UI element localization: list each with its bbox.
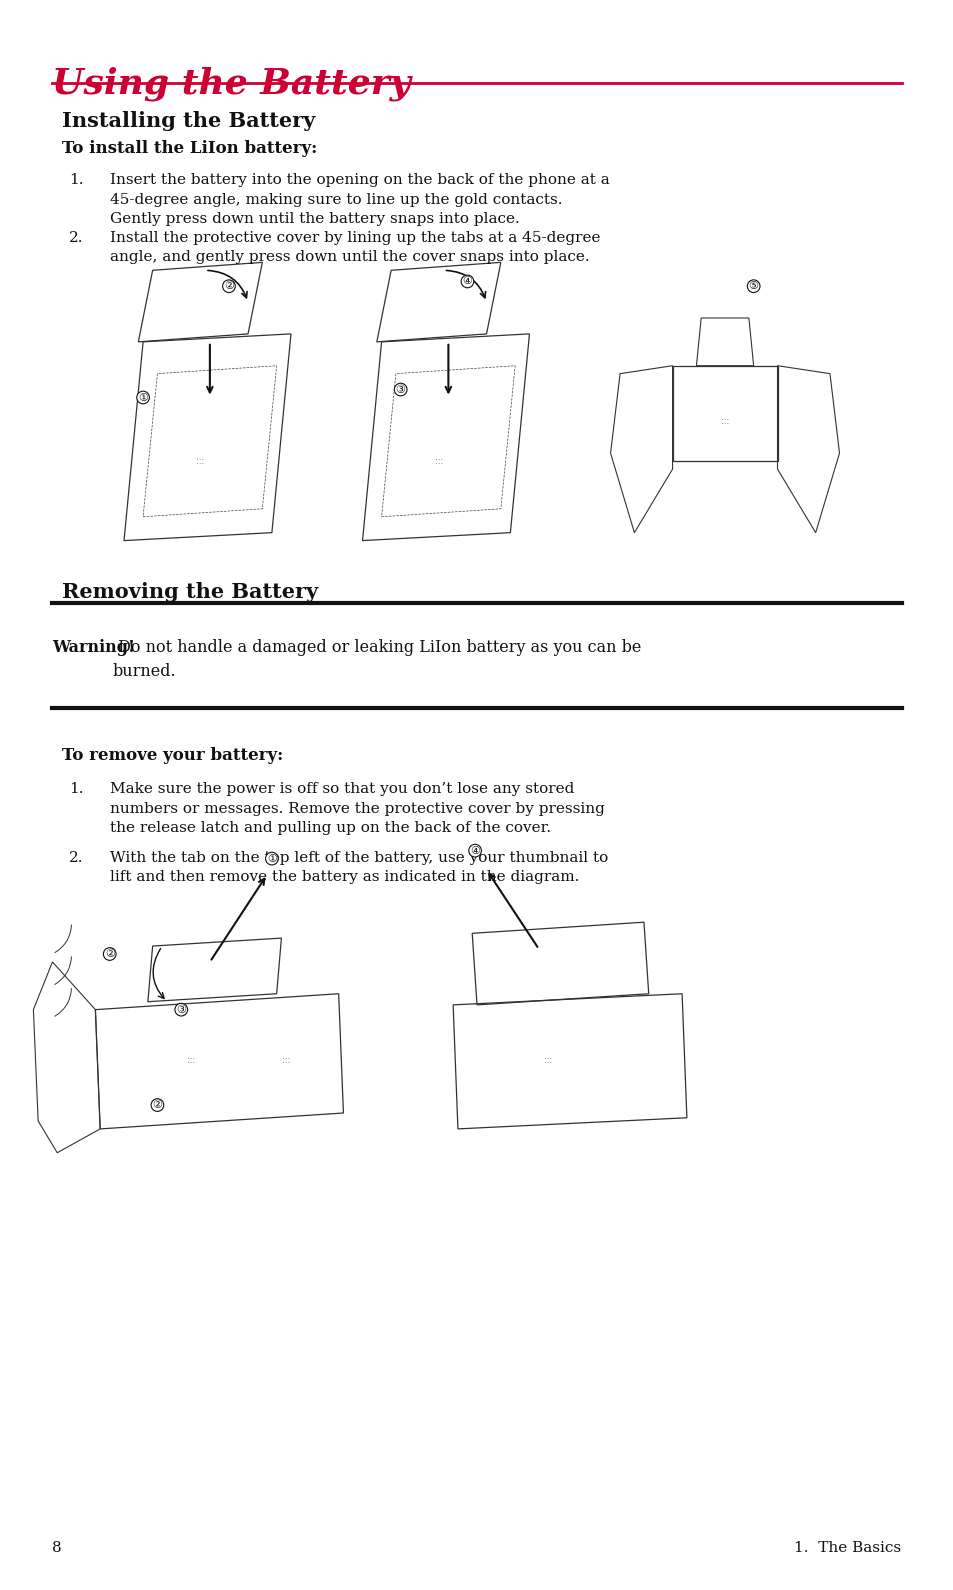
Text: 1.: 1.	[69, 782, 83, 797]
Text: :::: :::	[435, 456, 442, 466]
Text: Warning!: Warning!	[52, 639, 135, 657]
Text: :::: :::	[544, 1056, 552, 1065]
Text: Using the Battery: Using the Battery	[52, 67, 411, 102]
Text: To install the LiIon battery:: To install the LiIon battery:	[62, 140, 317, 157]
Text: With the tab on the top left of the battery, use your thumbnail to
lift and then: With the tab on the top left of the batt…	[110, 851, 607, 884]
Text: ④: ④	[462, 277, 472, 286]
Text: ③: ③	[176, 1005, 186, 1014]
Text: Insert the battery into the opening on the back of the phone at a
45-degree angl: Insert the battery into the opening on t…	[110, 173, 609, 226]
Text: 8: 8	[52, 1541, 62, 1555]
Text: Install the protective cover by lining up the tabs at a 45-degree
angle, and gen: Install the protective cover by lining u…	[110, 231, 599, 264]
Text: Do not handle a damaged or leaking LiIon battery as you can be
burned.: Do not handle a damaged or leaking LiIon…	[112, 639, 640, 679]
Text: 2.: 2.	[69, 231, 83, 245]
Text: Removing the Battery: Removing the Battery	[62, 582, 317, 603]
Text: :::: :::	[187, 1056, 194, 1065]
Text: :::: :::	[720, 417, 728, 426]
Text: ②: ②	[105, 949, 114, 959]
Text: ①: ①	[267, 854, 276, 863]
Text: ①: ①	[138, 393, 148, 402]
Text: 1.: 1.	[69, 173, 83, 188]
Text: :::: :::	[282, 1056, 290, 1065]
Text: ③: ③	[395, 385, 405, 394]
Text: ④: ④	[470, 846, 479, 855]
Text: 1.  The Basics: 1. The Basics	[794, 1541, 901, 1555]
Text: To remove your battery:: To remove your battery:	[62, 747, 283, 765]
Text: ②: ②	[152, 1100, 162, 1110]
Text: Make sure the power is off so that you don’t lose any stored
numbers or messages: Make sure the power is off so that you d…	[110, 782, 604, 835]
Text: Installing the Battery: Installing the Battery	[62, 111, 314, 132]
Text: ②: ②	[224, 281, 233, 291]
Text: 2.: 2.	[69, 851, 83, 865]
Text: :::: :::	[196, 456, 204, 466]
Text: ⑤: ⑤	[748, 281, 758, 291]
